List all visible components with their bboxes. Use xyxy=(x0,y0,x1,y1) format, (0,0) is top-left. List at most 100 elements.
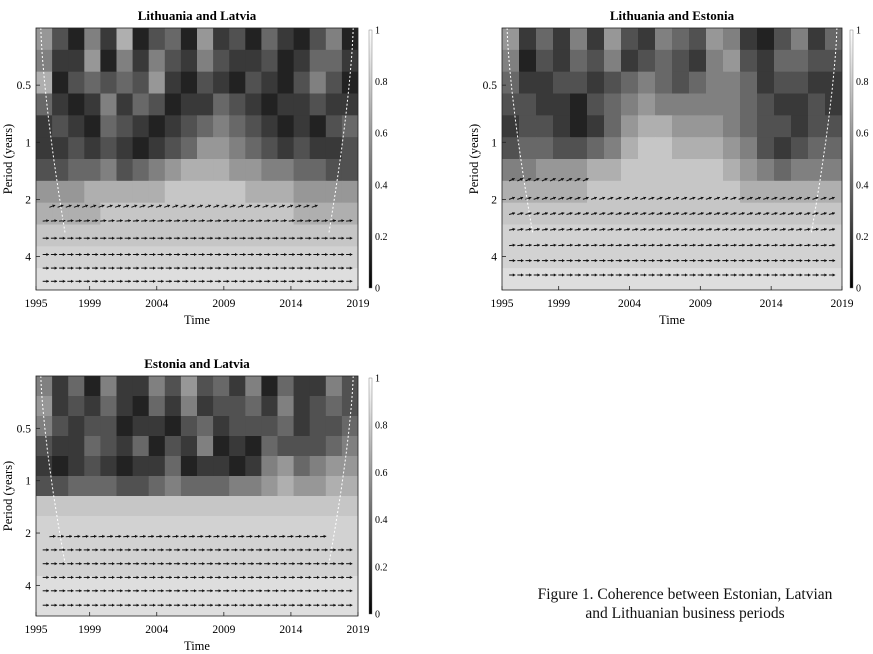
coherence-cell xyxy=(723,246,741,269)
coherence-cell xyxy=(655,28,673,51)
phase-arrow xyxy=(689,227,696,231)
phase-arrow xyxy=(114,534,122,538)
coherence-cell xyxy=(638,93,656,116)
coherence-cell xyxy=(197,556,214,577)
phase-arrow xyxy=(223,548,230,552)
coherence-cell xyxy=(180,556,198,577)
phase-arrow xyxy=(132,603,140,607)
phase-arrow xyxy=(288,219,295,223)
phase-arrow xyxy=(738,212,745,216)
phase-arrow xyxy=(313,279,320,283)
coherence-cell xyxy=(148,246,166,269)
coherence-cell xyxy=(706,49,724,73)
phase-arrow xyxy=(131,204,138,208)
coherence-cell xyxy=(164,246,182,269)
phase-arrow xyxy=(313,589,320,593)
coherence-cell xyxy=(604,49,622,73)
phase-arrow xyxy=(108,266,115,270)
phase-arrow xyxy=(65,534,73,538)
coherence-cell xyxy=(325,159,343,182)
phase-arrow xyxy=(525,177,532,182)
coherence-cell xyxy=(293,516,311,537)
colorbar-tick-label: 0 xyxy=(375,284,380,295)
phase-arrow xyxy=(231,548,238,552)
coherence-cell xyxy=(261,376,279,397)
coherence-cell xyxy=(229,376,246,397)
phase-arrow xyxy=(280,589,287,593)
coherence-cell xyxy=(325,396,343,417)
phase-arrow xyxy=(329,589,336,593)
phase-arrow xyxy=(329,279,336,283)
coherence-cell xyxy=(774,268,792,290)
coherence-cell xyxy=(180,137,198,160)
coherence-cell xyxy=(148,93,166,116)
coherence-cell xyxy=(325,268,343,290)
coherence-cell xyxy=(68,93,85,116)
phase-arrow xyxy=(239,589,246,593)
coherence-cell xyxy=(84,71,101,95)
phase-arrow xyxy=(714,243,721,247)
phase-arrow xyxy=(305,548,312,552)
coherence-cell xyxy=(52,596,69,616)
phase-arrow xyxy=(83,575,90,579)
coherence-cell xyxy=(132,576,150,597)
phase-arrow xyxy=(173,603,181,607)
phase-arrow xyxy=(278,534,286,538)
coherence-cell xyxy=(180,49,198,73)
phase-arrow xyxy=(313,575,320,579)
phase-arrow xyxy=(67,575,74,579)
phase-arrow xyxy=(239,236,246,240)
phase-arrow xyxy=(83,548,90,552)
coherence-cell xyxy=(808,28,826,51)
phase-arrow xyxy=(173,589,181,593)
phase-arrow xyxy=(139,204,146,208)
coherence-cell xyxy=(604,180,622,204)
coherence-cell xyxy=(689,159,707,182)
phase-arrow xyxy=(221,534,228,538)
phase-arrow xyxy=(673,273,680,277)
phase-arrow xyxy=(804,243,811,247)
coherence-cell xyxy=(825,71,842,95)
coherence-cell xyxy=(148,268,166,290)
phase-arrow xyxy=(100,548,107,552)
phase-arrow xyxy=(607,259,614,263)
coherence-cell xyxy=(197,596,214,616)
phase-arrow xyxy=(42,266,49,270)
phase-arrow xyxy=(100,219,107,223)
phase-arrow xyxy=(91,589,99,593)
phase-arrow xyxy=(182,252,189,257)
phase-arrow xyxy=(206,589,213,593)
colorbar-tick-label: 0.2 xyxy=(375,562,388,573)
phase-arrow xyxy=(141,279,148,283)
coherence-cell xyxy=(116,556,134,577)
coherence-cell xyxy=(36,556,53,577)
coherence-cell xyxy=(604,202,622,226)
phase-arrow xyxy=(582,227,590,231)
coherence-cell xyxy=(341,556,358,577)
coherence-cell xyxy=(740,137,758,160)
phase-arrow xyxy=(190,279,197,283)
coherence-cell xyxy=(638,159,656,182)
phase-arrow xyxy=(116,266,123,270)
phase-arrow xyxy=(280,252,287,257)
phase-arrow xyxy=(214,219,222,223)
phase-arrow xyxy=(820,196,827,200)
phase-arrow xyxy=(67,589,74,593)
phase-arrow xyxy=(190,236,197,240)
phase-arrow xyxy=(296,589,304,593)
phase-arrow xyxy=(262,534,269,538)
y-tick-label: 2 xyxy=(25,194,31,206)
coherence-cell xyxy=(148,576,166,597)
coherence-cell xyxy=(587,224,605,247)
coherence-cell xyxy=(536,115,554,138)
phase-arrow xyxy=(705,196,712,200)
coherence-cell xyxy=(604,246,622,269)
phase-arrow xyxy=(231,266,238,270)
coherence-cell xyxy=(229,180,246,204)
phase-arrow xyxy=(337,266,345,270)
phase-arrow xyxy=(672,196,680,200)
x-tick-label: 2014 xyxy=(279,298,302,310)
phase-arrow xyxy=(173,279,181,283)
coherence-cell xyxy=(148,137,166,160)
phase-arrow xyxy=(255,603,263,607)
